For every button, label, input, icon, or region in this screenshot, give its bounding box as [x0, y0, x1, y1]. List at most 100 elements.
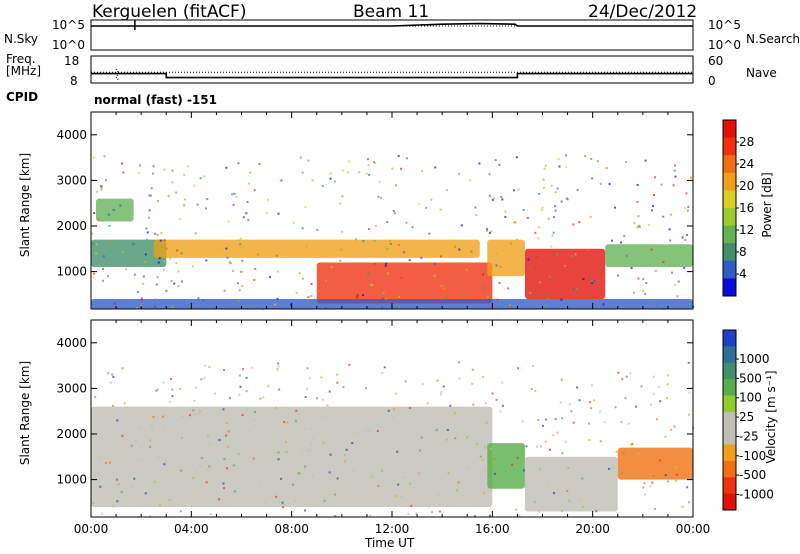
- velocity-speckle: [310, 427, 313, 430]
- power-speckle: [669, 239, 672, 242]
- velocity-speckle: [580, 498, 583, 501]
- power-speckle: [491, 198, 494, 201]
- power-speckle: [400, 167, 403, 170]
- power-speckle: [432, 279, 435, 282]
- power-speckle: [379, 250, 382, 253]
- velocity-speckle: [404, 380, 407, 383]
- power-speckle: [145, 227, 148, 230]
- power-speckle: [186, 165, 189, 168]
- velocity-speckle: [458, 377, 461, 380]
- power-speckle: [248, 182, 251, 185]
- power-speckle: [632, 291, 635, 294]
- xtick-label: 00:00: [676, 522, 711, 536]
- power-speckle: [642, 278, 645, 281]
- velocity-speckle: [491, 392, 494, 395]
- velocity-cbar-swatch: [723, 411, 736, 429]
- power-speckle: [138, 164, 141, 167]
- velocity-speckle: [304, 427, 307, 430]
- power-speckle: [644, 293, 647, 296]
- xtick-label: 20:00: [575, 522, 610, 536]
- power-speckle: [301, 227, 304, 230]
- power-speckle: [522, 208, 525, 211]
- power-speckle: [470, 250, 473, 253]
- velocity-speckle: [245, 390, 248, 393]
- velocity-speckle: [578, 399, 581, 402]
- velocity-speckle: [149, 446, 152, 449]
- power-speckle: [104, 179, 107, 182]
- velocity-speckle: [112, 505, 115, 508]
- velocity-speckle: [336, 373, 339, 376]
- power-speckle: [102, 267, 105, 270]
- power-speckle: [611, 239, 614, 242]
- power-speckle: [177, 285, 180, 288]
- velocity-speckle: [115, 478, 118, 481]
- power-speckle: [494, 159, 497, 162]
- velocity-speckle: [652, 375, 655, 378]
- velocity-speckle: [635, 405, 638, 408]
- velocity-speckle: [192, 476, 195, 479]
- power-speckle: [277, 212, 280, 215]
- velocity-speckle: [489, 447, 492, 450]
- velocity-speckle: [664, 474, 667, 477]
- power-speckle: [662, 215, 665, 218]
- beam-title: Beam 11: [353, 2, 430, 22]
- power-speckle: [299, 156, 302, 159]
- power-speckle: [148, 209, 151, 212]
- velocity-speckle: [419, 449, 422, 452]
- velocity-speckle: [396, 450, 399, 453]
- velocity-speckle: [364, 429, 367, 432]
- power-speckle: [159, 239, 162, 242]
- velocity-speckle: [421, 383, 424, 386]
- velocity-speckle: [267, 385, 270, 388]
- freq-unit-label: [MHz]: [6, 64, 42, 78]
- power-speckle: [136, 291, 139, 294]
- velocity-speckle: [200, 457, 203, 460]
- velocity-cbar-swatch: [723, 477, 736, 495]
- velocity-speckle: [501, 381, 504, 384]
- power-speckle: [425, 206, 428, 209]
- velocity-speckle: [462, 495, 465, 498]
- power-speckle: [233, 192, 236, 195]
- velocity-speckle: [194, 469, 197, 472]
- power-speckle: [301, 277, 304, 280]
- power-speckle: [516, 238, 519, 241]
- velocity-speckle: [250, 366, 253, 369]
- velocity-cbar-tick: 25: [739, 410, 754, 424]
- power-speckle: [543, 167, 546, 170]
- power-speckle: [341, 195, 344, 198]
- power-speckle: [602, 303, 605, 306]
- power-speckle: [550, 253, 553, 256]
- power-speckle: [633, 222, 636, 225]
- power-speckle: [498, 281, 501, 284]
- nsearch-tick-low: 10^0: [708, 38, 741, 52]
- power-speckle: [411, 226, 414, 229]
- power-speckle: [368, 173, 371, 176]
- velocity-speckle: [673, 425, 676, 428]
- nave-tick-low: 0: [708, 74, 716, 88]
- power-speckle: [673, 164, 676, 167]
- power-speckle: [183, 173, 186, 176]
- velocity-speckle: [381, 469, 384, 472]
- power-speckle: [342, 169, 345, 172]
- velocity-speckle: [537, 419, 540, 422]
- velocity-speckle: [311, 438, 314, 441]
- velocity-speckle: [149, 439, 152, 442]
- velocity-speckle: [556, 431, 559, 434]
- velocity-speckle: [121, 434, 124, 437]
- power-speckle: [268, 276, 271, 279]
- power-speckle: [329, 172, 332, 175]
- velocity-speckle: [650, 403, 653, 406]
- velocity-speckle: [653, 507, 656, 510]
- power-speckle: [140, 297, 143, 300]
- power-speckle: [280, 179, 283, 182]
- power-speckle: [501, 198, 504, 201]
- power-speckle: [388, 300, 391, 303]
- velocity-speckle: [625, 375, 628, 378]
- velocity-speckle: [281, 501, 284, 504]
- velocity-speckle: [538, 468, 541, 471]
- velocity-speckle: [351, 442, 354, 445]
- velocity-speckle: [247, 430, 250, 433]
- velocity-speckle: [345, 448, 348, 451]
- velocity-speckle: [622, 452, 625, 455]
- velocity-speckle: [237, 453, 240, 456]
